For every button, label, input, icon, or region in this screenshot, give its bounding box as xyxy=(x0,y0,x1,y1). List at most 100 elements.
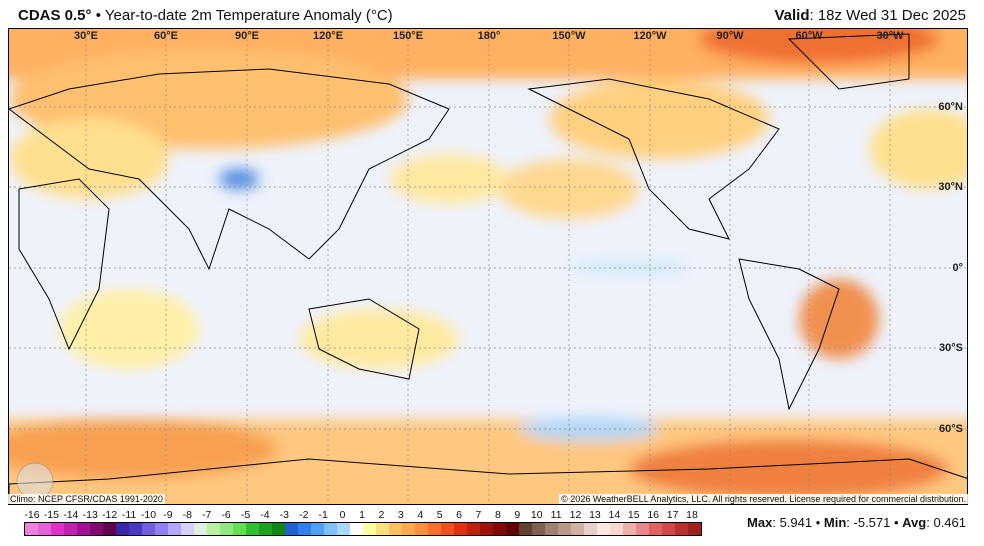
colorbar-label: 16 xyxy=(647,509,660,521)
graticule xyxy=(9,29,967,504)
climo-note: Climo: NCEP CFSR/CDAS 1991-2020 xyxy=(8,494,165,504)
product-title: Year-to-date 2m Temperature Anomaly (°C) xyxy=(104,7,393,24)
colorbar-swatch xyxy=(259,523,272,535)
colorbar-swatch xyxy=(246,523,259,535)
colorbar-label: 0 xyxy=(339,509,346,521)
colorbar-label: -11 xyxy=(121,509,137,521)
anomaly-shading xyxy=(9,29,967,504)
colorbar-label: 13 xyxy=(589,509,601,521)
colorbar-labels: -16 -15 -14 -13 -12 -11 -10 -9 -8 -7 -6 -5 -4 -3 -2 -1 0… xyxy=(22,509,702,523)
anomaly-map: 30°E 60°E 90°E 120°E 150°E 180° 150°W 12… xyxy=(8,28,968,505)
lat-label: 30°S xyxy=(939,342,963,354)
valid-value: : 18z Wed 31 Dec 2025 xyxy=(809,7,967,24)
colorbar-swatch xyxy=(688,523,701,535)
lon-label: 30°E xyxy=(74,30,98,42)
colorbar-swatch xyxy=(597,523,610,535)
colorbar xyxy=(24,522,702,536)
colorbar-label: 15 xyxy=(627,509,640,521)
colorbar-swatch xyxy=(38,523,51,535)
colorbar-label: -9 xyxy=(163,509,173,521)
lon-label: 60°W xyxy=(795,30,823,42)
colorbar-swatch xyxy=(558,523,571,535)
colorbar-swatch xyxy=(415,523,428,535)
colorbar-swatch xyxy=(220,523,233,535)
lat-label: 30°N xyxy=(938,181,963,193)
colorbar-label: 6 xyxy=(456,509,462,521)
lon-label: 90°W xyxy=(716,30,744,42)
colorbar-label: 3 xyxy=(397,509,404,521)
lon-label: 150°W xyxy=(552,30,586,42)
colorbar-swatch xyxy=(493,523,506,535)
colorbar-swatch xyxy=(454,523,467,535)
colorbar-swatch xyxy=(389,523,402,535)
colorbar-label: -15 xyxy=(43,509,59,521)
colorbar-label: 17 xyxy=(666,509,679,521)
colorbar-label: -12 xyxy=(102,509,118,521)
colorbar-swatch xyxy=(285,523,298,535)
colorbar-label: 5 xyxy=(436,509,443,521)
lon-label: 150°E xyxy=(392,30,424,42)
colorbar-swatch xyxy=(649,523,662,535)
colorbar-swatch xyxy=(64,523,77,535)
lon-label: 120°W xyxy=(633,30,667,42)
lon-label: 90°E xyxy=(235,30,259,42)
colorbar-label: -10 xyxy=(140,509,157,521)
map-field xyxy=(9,29,967,504)
valid-time: Valid: 18z Wed 31 Dec 2025 xyxy=(774,7,966,24)
colorbar-label: 12 xyxy=(569,509,582,521)
sep: • xyxy=(890,515,903,530)
colorbar-swatch xyxy=(142,523,155,535)
colorbar-swatch xyxy=(181,523,194,535)
lon-label: 180° xyxy=(477,30,501,42)
colorbar-swatch xyxy=(363,523,376,535)
colorbar-label: 14 xyxy=(608,509,621,521)
colorbar-swatch xyxy=(51,523,64,535)
colorbar-swatch xyxy=(90,523,103,535)
lat-label: 60°N xyxy=(938,101,963,113)
colorbar-swatch xyxy=(545,523,558,535)
colorbar-label: 4 xyxy=(417,509,424,521)
colorbar-label: -1 xyxy=(318,509,328,521)
sep: • xyxy=(812,515,824,530)
colorbar-swatch xyxy=(103,523,116,535)
colorbar-label: -13 xyxy=(82,509,98,521)
colorbar-swatch xyxy=(168,523,181,535)
colorbar-swatch xyxy=(337,523,350,535)
colorbar-label: -6 xyxy=(221,509,231,521)
colorbar-swatch xyxy=(428,523,441,535)
model-name: CDAS 0.5° xyxy=(18,7,92,24)
colorbar-label: 18 xyxy=(686,509,698,521)
title-separator: • xyxy=(95,7,101,24)
colorbar-swatch xyxy=(519,523,532,535)
colorbar-label: 1 xyxy=(359,509,365,521)
valid-label: Valid xyxy=(774,7,810,24)
colorbar-swatch xyxy=(155,523,168,535)
colorbar-label: -16 xyxy=(24,509,40,521)
colorbar-label: -3 xyxy=(279,509,290,521)
lon-label: 120°E xyxy=(312,30,344,42)
min-value: : -5.571 xyxy=(846,515,891,530)
colorbar-swatch xyxy=(376,523,389,535)
avg-value: : 0.461 xyxy=(926,515,966,530)
colorbar-swatch xyxy=(298,523,311,535)
colorbar-swatch xyxy=(272,523,285,535)
colorbar-label: 9 xyxy=(514,509,521,521)
colorbar-swatch xyxy=(532,523,545,535)
colorbar-swatch xyxy=(441,523,454,535)
max-value: : 5.941 xyxy=(772,515,813,530)
colorbar-swatch xyxy=(623,523,636,535)
colorbar-swatch xyxy=(610,523,623,535)
lat-label: 60°S xyxy=(939,423,963,435)
colorbar-label: -2 xyxy=(299,509,309,521)
colorbar-swatch xyxy=(571,523,584,535)
colorbar-swatch xyxy=(77,523,90,535)
colorbar-swatch xyxy=(311,523,324,535)
colorbar-swatch xyxy=(662,523,675,535)
colorbar-swatch xyxy=(636,523,649,535)
colorbar-label: 10 xyxy=(530,509,543,521)
colorbar-label: -14 xyxy=(63,509,79,521)
colorbar-label: 2 xyxy=(378,509,385,521)
colorbar-swatch xyxy=(480,523,493,535)
colorbar-swatch xyxy=(467,523,480,535)
avg-label: Avg xyxy=(902,515,927,530)
